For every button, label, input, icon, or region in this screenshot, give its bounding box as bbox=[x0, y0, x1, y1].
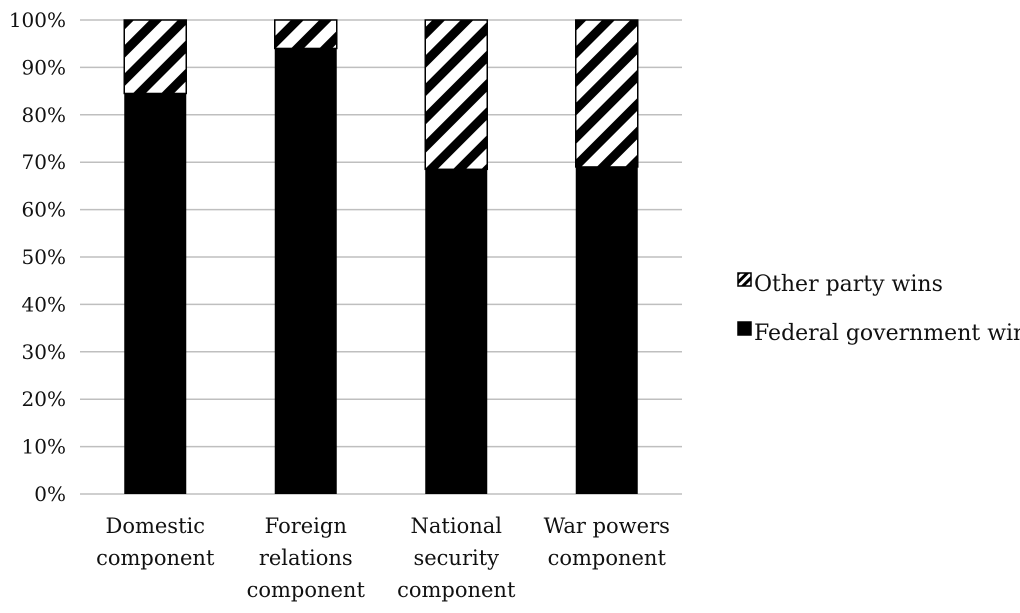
legend-swatch bbox=[737, 272, 752, 287]
x-category-label: War powers bbox=[544, 514, 670, 538]
bar-segment-federal-government-wins bbox=[274, 48, 337, 494]
y-tick-label: 60% bbox=[22, 198, 66, 222]
x-category-label: National bbox=[411, 514, 503, 538]
x-category-label: component bbox=[548, 546, 667, 570]
legend-label: Other party wins bbox=[754, 272, 943, 297]
x-axis-category-labels: Domestic component Foreign relations compone… bbox=[96, 514, 670, 602]
bar-segment-other-party-wins bbox=[424, 19, 488, 171]
y-tick-label: 20% bbox=[22, 387, 66, 411]
x-category-label: component bbox=[96, 546, 215, 570]
y-tick-label: 0% bbox=[34, 482, 66, 506]
x-category-label: security bbox=[413, 546, 499, 570]
bar-segment-other-party-wins bbox=[575, 19, 639, 168]
bar-segment-federal-government-wins bbox=[425, 169, 488, 494]
x-category-label: Foreign bbox=[265, 514, 347, 538]
y-tick-label: 30% bbox=[22, 340, 66, 364]
x-category-label: component bbox=[397, 578, 516, 602]
y-axis-tick-labels: 0% 10% 20% 30% 40% 50% 60% 70% 80% 90% 100% bbox=[9, 8, 66, 506]
bars bbox=[123, 19, 639, 494]
x-category-label: Domestic bbox=[105, 514, 205, 538]
bar-segment-federal-government-wins bbox=[124, 93, 187, 494]
legend-swatch bbox=[737, 321, 752, 336]
y-tick-label: 90% bbox=[22, 55, 66, 79]
y-tick-label: 70% bbox=[22, 150, 66, 174]
y-tick-label: 40% bbox=[22, 292, 66, 316]
legend-label: Federal government wins bbox=[754, 321, 1020, 346]
y-tick-label: 80% bbox=[22, 103, 66, 127]
y-tick-label: 100% bbox=[9, 8, 66, 32]
bar-segment-other-party-wins bbox=[123, 19, 187, 95]
bar-segment-other-party-wins bbox=[274, 19, 338, 50]
x-category-label: component bbox=[247, 578, 366, 602]
x-category-label: relations bbox=[259, 546, 353, 570]
bar-segment-federal-government-wins bbox=[575, 166, 638, 494]
legend: Other party wins Federal government wins bbox=[737, 272, 1020, 346]
y-tick-label: 50% bbox=[22, 245, 66, 269]
y-tick-label: 10% bbox=[22, 435, 66, 459]
